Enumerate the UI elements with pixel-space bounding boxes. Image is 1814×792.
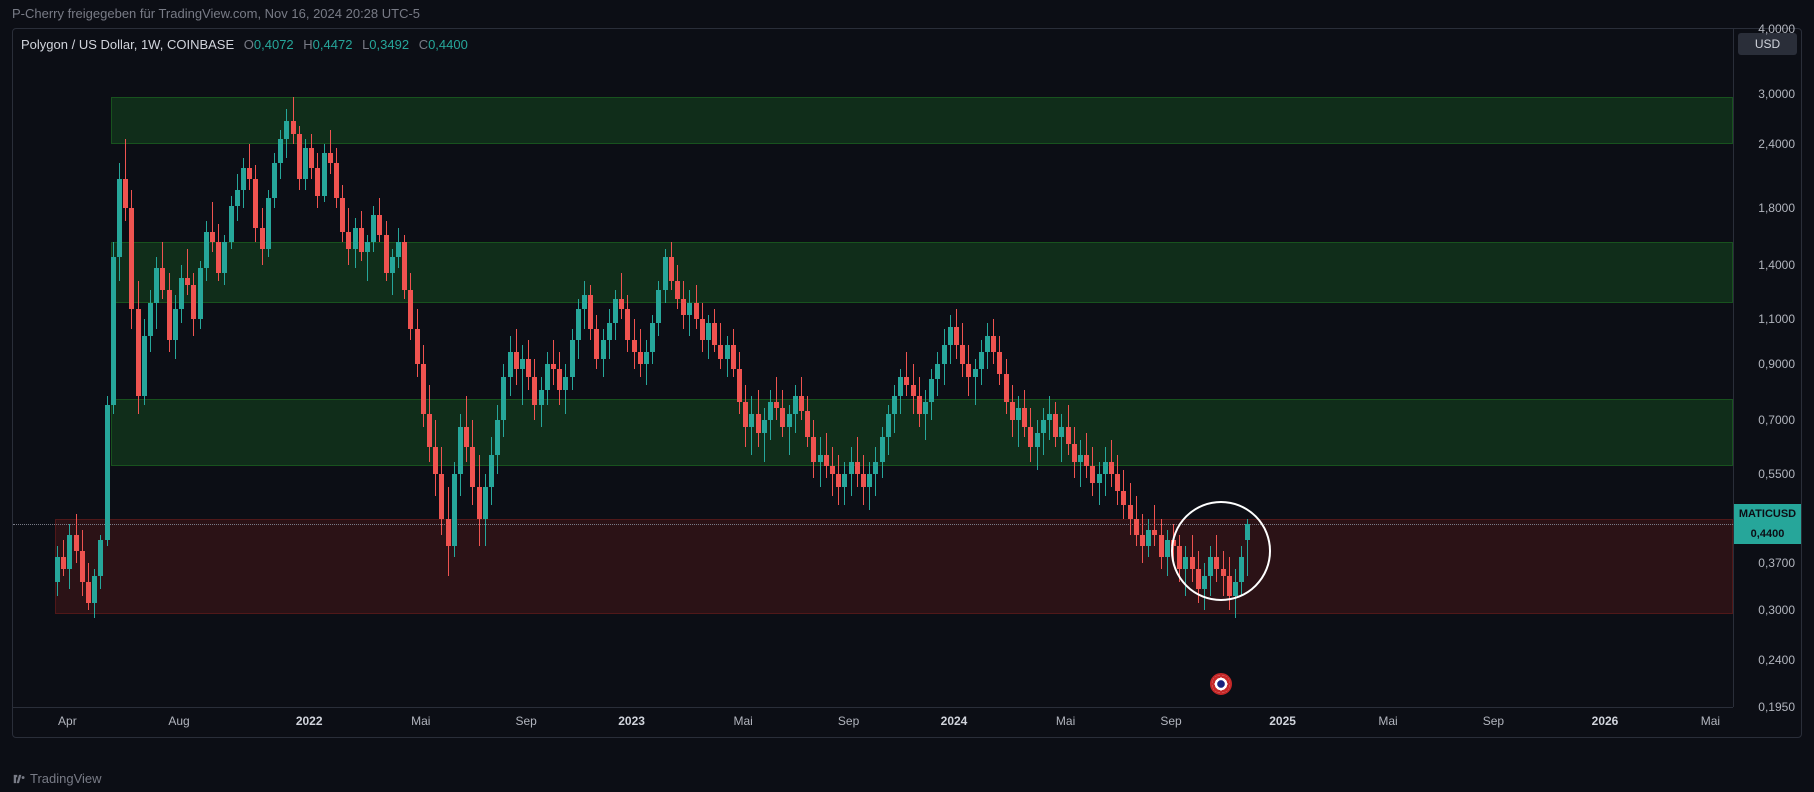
x-tick: Aug <box>168 714 189 728</box>
y-tick: 0,3000 <box>1758 603 1795 617</box>
y-tick: 2,4000 <box>1758 137 1795 151</box>
zone-support-mid[interactable] <box>111 399 1733 466</box>
y-tick: 3,0000 <box>1758 87 1795 101</box>
x-tick: 2022 <box>296 714 323 728</box>
price-tag-symbol: MATICUSD <box>1734 504 1801 524</box>
x-tick: Mai <box>1701 714 1720 728</box>
x-tick: 2026 <box>1592 714 1619 728</box>
x-tick: Mai <box>734 714 753 728</box>
x-tick: Sep <box>1483 714 1504 728</box>
x-axis[interactable]: Apr Aug 2022 Mai Sep 2023 Mai Sep 2024 Mai Sep 2025… <box>13 707 1733 737</box>
y-tick: 0,7000 <box>1758 413 1795 427</box>
x-tick: Sep <box>838 714 859 728</box>
x-tick: Sep <box>1160 714 1181 728</box>
current-price-line <box>13 524 1733 525</box>
x-tick: Mai <box>1378 714 1397 728</box>
x-tick: 2024 <box>941 714 968 728</box>
x-tick: Apr <box>58 714 77 728</box>
header-bar: P-Cherry freigegeben für TradingView.com… <box>0 0 1814 28</box>
chart-container: Polygon / US Dollar, 1W, COINBASE O0,407… <box>12 28 1802 738</box>
y-tick: 1,8000 <box>1758 201 1795 215</box>
price-tag-value: 0,4400 <box>1734 524 1801 544</box>
chart-legend: Polygon / US Dollar, 1W, COINBASE O0,407… <box>21 37 468 52</box>
y-tick: 0,5500 <box>1758 467 1795 481</box>
x-tick: 2025 <box>1269 714 1296 728</box>
y-axis[interactable]: USD 4,00003,00002,40001,80001,40001,1000… <box>1733 29 1801 707</box>
y-tick: 4,0000 <box>1758 22 1795 36</box>
us-flag-icon[interactable] <box>1210 673 1232 695</box>
x-tick: Sep <box>516 714 537 728</box>
zone-resistance-top[interactable] <box>111 97 1733 143</box>
x-tick: Mai <box>411 714 430 728</box>
legend-symbol[interactable]: Polygon / US Dollar, 1W, COINBASE <box>21 37 234 52</box>
tradingview-logo-icon <box>12 772 26 786</box>
y-tick: 1,1000 <box>1758 312 1795 326</box>
x-tick: Mai <box>1056 714 1075 728</box>
y-tick: 0,1950 <box>1758 700 1795 714</box>
currency-button[interactable]: USD <box>1738 33 1797 55</box>
y-tick: 0,9000 <box>1758 357 1795 371</box>
y-tick: 0,3700 <box>1758 556 1795 570</box>
footer-brand[interactable]: TradingView <box>12 771 102 786</box>
y-tick: 1,4000 <box>1758 258 1795 272</box>
zone-support-low[interactable] <box>55 519 1733 614</box>
plot-area[interactable] <box>13 29 1733 707</box>
y-tick: 0,2400 <box>1758 653 1795 667</box>
legend-ohlc: O0,4072 H0,4472 L0,3492 C0,4400 <box>238 37 468 52</box>
header-text: P-Cherry freigegeben für TradingView.com… <box>12 6 420 21</box>
highlight-circle[interactable] <box>1171 501 1271 601</box>
x-tick: 2023 <box>618 714 645 728</box>
